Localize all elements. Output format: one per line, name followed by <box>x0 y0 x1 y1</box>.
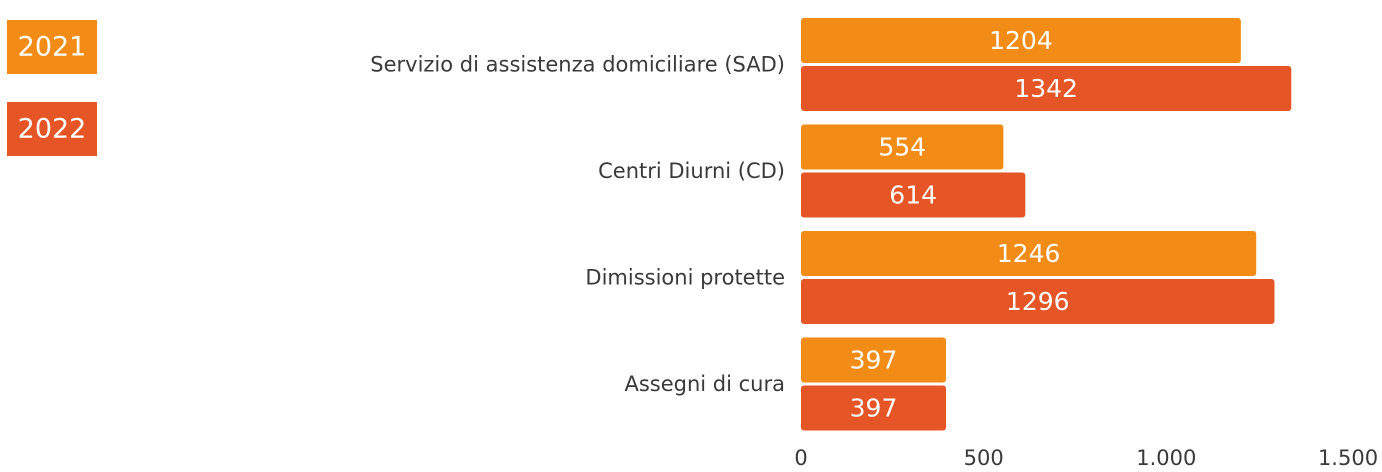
legend-swatch <box>7 102 97 156</box>
bar <box>801 279 1275 324</box>
x-tick-label: 1.500 <box>1318 446 1378 470</box>
bar <box>801 66 1292 111</box>
bar <box>801 231 1257 276</box>
value-label: 614 <box>889 181 937 210</box>
category-label: Servizio di assistenza domiciliare (SAD) <box>370 53 785 77</box>
x-tick-label: 1.000 <box>1136 446 1196 470</box>
bar <box>801 337 947 383</box>
category-label: Centri Diurni (CD) <box>598 159 785 183</box>
value-label: 397 <box>850 346 898 375</box>
bar <box>801 172 1026 218</box>
category-label: Dimissioni protette <box>585 266 785 290</box>
bar <box>801 18 1241 63</box>
category-label: Assegni di cura <box>624 372 785 396</box>
value-label: 1204 <box>989 26 1053 55</box>
bar <box>801 385 947 431</box>
x-tick-label: 500 <box>964 446 1004 470</box>
value-label: 1246 <box>997 239 1061 268</box>
x-tick-label: 0 <box>794 446 807 470</box>
legend-label: 2021 <box>18 32 87 63</box>
legend-label: 2022 <box>18 114 87 145</box>
value-label: 1296 <box>1006 287 1070 316</box>
value-label: 1342 <box>1014 74 1078 103</box>
value-label: 554 <box>878 133 926 162</box>
bar <box>801 124 1004 170</box>
legend-swatch <box>7 20 97 74</box>
value-label: 397 <box>850 394 898 423</box>
